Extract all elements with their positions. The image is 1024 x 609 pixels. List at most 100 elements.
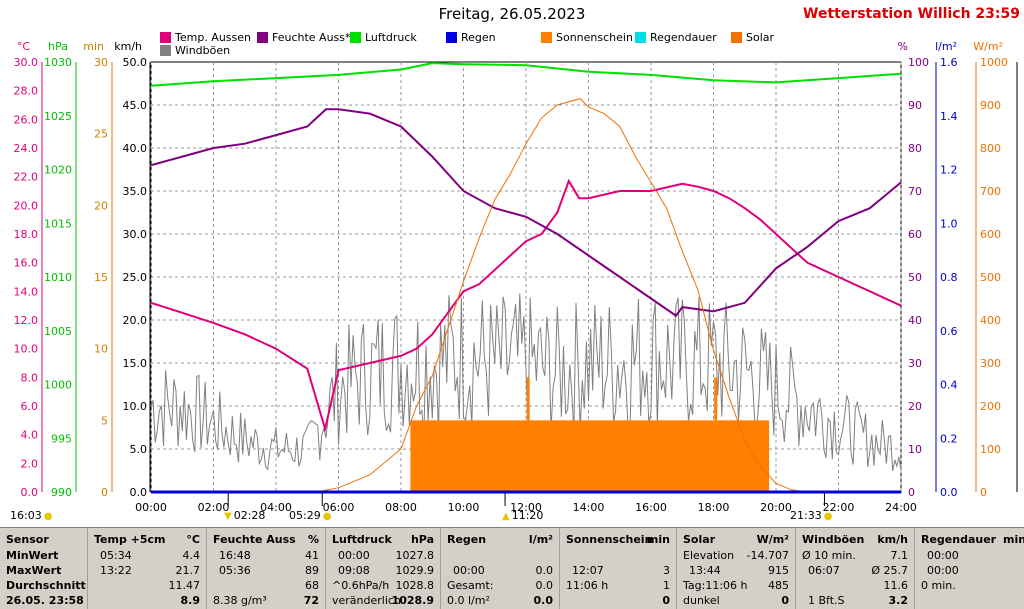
tick-label-wind: 35.0	[123, 185, 148, 198]
legend-label-temp: Temp. Aussen	[175, 31, 252, 44]
sun-icon: ●	[823, 511, 833, 522]
tick-label-humidity: 0	[908, 486, 915, 499]
axis-unit-temp: °C	[17, 40, 31, 53]
axis-unit-wind: km/h	[114, 40, 142, 53]
humidity-min-time: 16:48	[219, 549, 251, 562]
sunshine-max-time: 12:07	[572, 564, 604, 577]
rain-total-value: 0.0	[535, 579, 554, 592]
tick-label-pressure: 1020	[44, 164, 72, 177]
tick-label-temp: 24.0	[14, 142, 39, 155]
temp-max-value: 21.7	[175, 564, 201, 577]
tick-label-temp: 0.0	[21, 486, 39, 499]
event-sunrise: 05:29 ●	[289, 509, 333, 522]
raindur-max-time: 00:00	[927, 564, 959, 577]
moon-up-icon: ▲	[502, 511, 510, 522]
pressure-min-time: 00:00	[338, 549, 370, 562]
tick-label-x: 20:00	[760, 501, 792, 514]
solar-elevation-value: -14.707	[746, 549, 789, 562]
pressure-max-time: 09:08	[338, 564, 370, 577]
tick-label-wind: 40.0	[123, 142, 148, 155]
tick-label-pressure: 990	[51, 486, 72, 499]
header-temp: Temp +5cm	[94, 533, 166, 546]
series-line-luftdruck	[150, 62, 902, 87]
tick-label-x: 22:00	[823, 501, 855, 514]
event-sunrise-time: 05:29	[289, 509, 321, 522]
tick-label-solar: 600	[980, 228, 1001, 241]
tick-label-humidity: 90	[908, 99, 922, 112]
tick-label-humidity: 80	[908, 142, 922, 155]
temp-max-time: 13:22	[100, 564, 132, 577]
chart-title: Freitag, 26.05.2023	[438, 5, 586, 23]
tick-label-humidity: 40	[908, 314, 922, 327]
legend-label-humidity: Feuchte Auss*	[272, 31, 351, 44]
tick-label-temp: 10.0	[14, 343, 39, 356]
unit-raindur: min	[1003, 533, 1024, 546]
tick-label-pressure: 1025	[44, 110, 72, 123]
tick-label-x: 00:00	[135, 501, 167, 514]
tick-label-solar: 500	[980, 271, 1001, 284]
tick-label-wind: 5.0	[130, 443, 148, 456]
tick-label-temp: 26.0	[14, 113, 39, 126]
tick-label-pressure: 1030	[44, 56, 72, 69]
tick-label-pressure: 1005	[44, 325, 72, 338]
tick-label-rain: 1.4	[940, 110, 958, 123]
humidity-now-value: 72	[303, 594, 319, 607]
rain-now-rate: 0.0 l/m²	[447, 594, 490, 607]
legend-swatch-humidity	[257, 32, 268, 43]
unit-temp: °C	[186, 533, 200, 546]
label-min: MinWert	[6, 549, 59, 562]
legend-swatch-rain	[446, 32, 457, 43]
sun-moon-events: 16:03 ● ▼ 02:28 05:29 ● ▲ 11:20 21:33 ●	[0, 509, 1024, 525]
tick-label-minutes: 10	[94, 343, 108, 356]
header-solar: Solar	[683, 533, 716, 546]
tick-label-rain: 1.0	[940, 217, 958, 230]
tick-label-x: 24:00	[885, 501, 917, 514]
legend-swatch-solar	[731, 32, 742, 43]
tick-label-pressure: 1010	[44, 271, 72, 284]
tick-label-solar: 800	[980, 142, 1001, 155]
tick-label-x: 16:00	[635, 501, 667, 514]
tick-label-wind: 45.0	[123, 99, 148, 112]
unit-pressure: hPa	[410, 533, 434, 546]
wind-max-time: 06:07	[808, 564, 840, 577]
tick-label-wind: 15.0	[123, 357, 148, 370]
rain-total-label: Gesamt:	[447, 579, 494, 592]
tick-label-humidity: 50	[908, 271, 922, 284]
tick-label-temp: 30.0	[14, 56, 39, 69]
tick-label-rain: 0.6	[940, 325, 958, 338]
tick-label-rain: 0.2	[940, 432, 958, 445]
event-moonset: 16:03 ●	[10, 509, 54, 522]
event-sunset-time: 21:33	[790, 509, 822, 522]
label-now: 26.05. 23:58	[6, 594, 84, 607]
tick-label-rain: 0.8	[940, 271, 958, 284]
tick-label-humidity: 30	[908, 357, 922, 370]
moon-icon: ●	[43, 511, 53, 522]
tick-label-wind: 0.0	[130, 486, 148, 499]
header-humidity: Feuchte Auss	[213, 533, 296, 546]
tick-label-humidity: 100	[908, 56, 929, 69]
series-line-temp-aussen	[150, 178, 902, 433]
legend-label-wind: Windböen	[175, 44, 231, 57]
tick-label-minutes: 0	[101, 486, 108, 499]
tick-label-rain: 1.6	[940, 56, 958, 69]
sunshine-bar	[410, 420, 770, 492]
tick-label-x: 18:00	[698, 501, 730, 514]
tick-label-temp: 28.0	[14, 85, 39, 98]
sunshine-avg-value: 1	[663, 579, 670, 592]
pressure-now-value: 1028.9	[391, 594, 434, 607]
wind-now-value: 3.2	[888, 594, 909, 607]
humidity-max-time: 05:36	[219, 564, 251, 577]
rain-max-value: 0.0	[535, 564, 554, 577]
unit-wind: km/h	[877, 533, 908, 546]
legend-item-sunshine: Sonnenschein	[541, 31, 633, 44]
tick-label-solar: 100	[980, 443, 1001, 456]
col-pressure: Luftdruck hPa 00:00 1027.8 09:08 1029.9 ^0.…	[326, 528, 441, 609]
tick-label-rain: 0.0	[940, 486, 958, 499]
event-moon-phase: ▼ 02:28	[222, 509, 265, 522]
tick-label-temp: 18.0	[14, 228, 39, 241]
tick-label-wind: 20.0	[123, 314, 148, 327]
humidity-max-value: 89	[305, 564, 319, 577]
col-humidity: Feuchte Auss% 16:48 41 05:36 89 68 8.38 g/…	[207, 528, 326, 609]
solar-now-state: dunkel	[683, 594, 720, 607]
weather-chart: °C hPa min km/h% l/m² W/m² 30.0 28.0 26.0 24.0 22.…	[14, 40, 1018, 514]
